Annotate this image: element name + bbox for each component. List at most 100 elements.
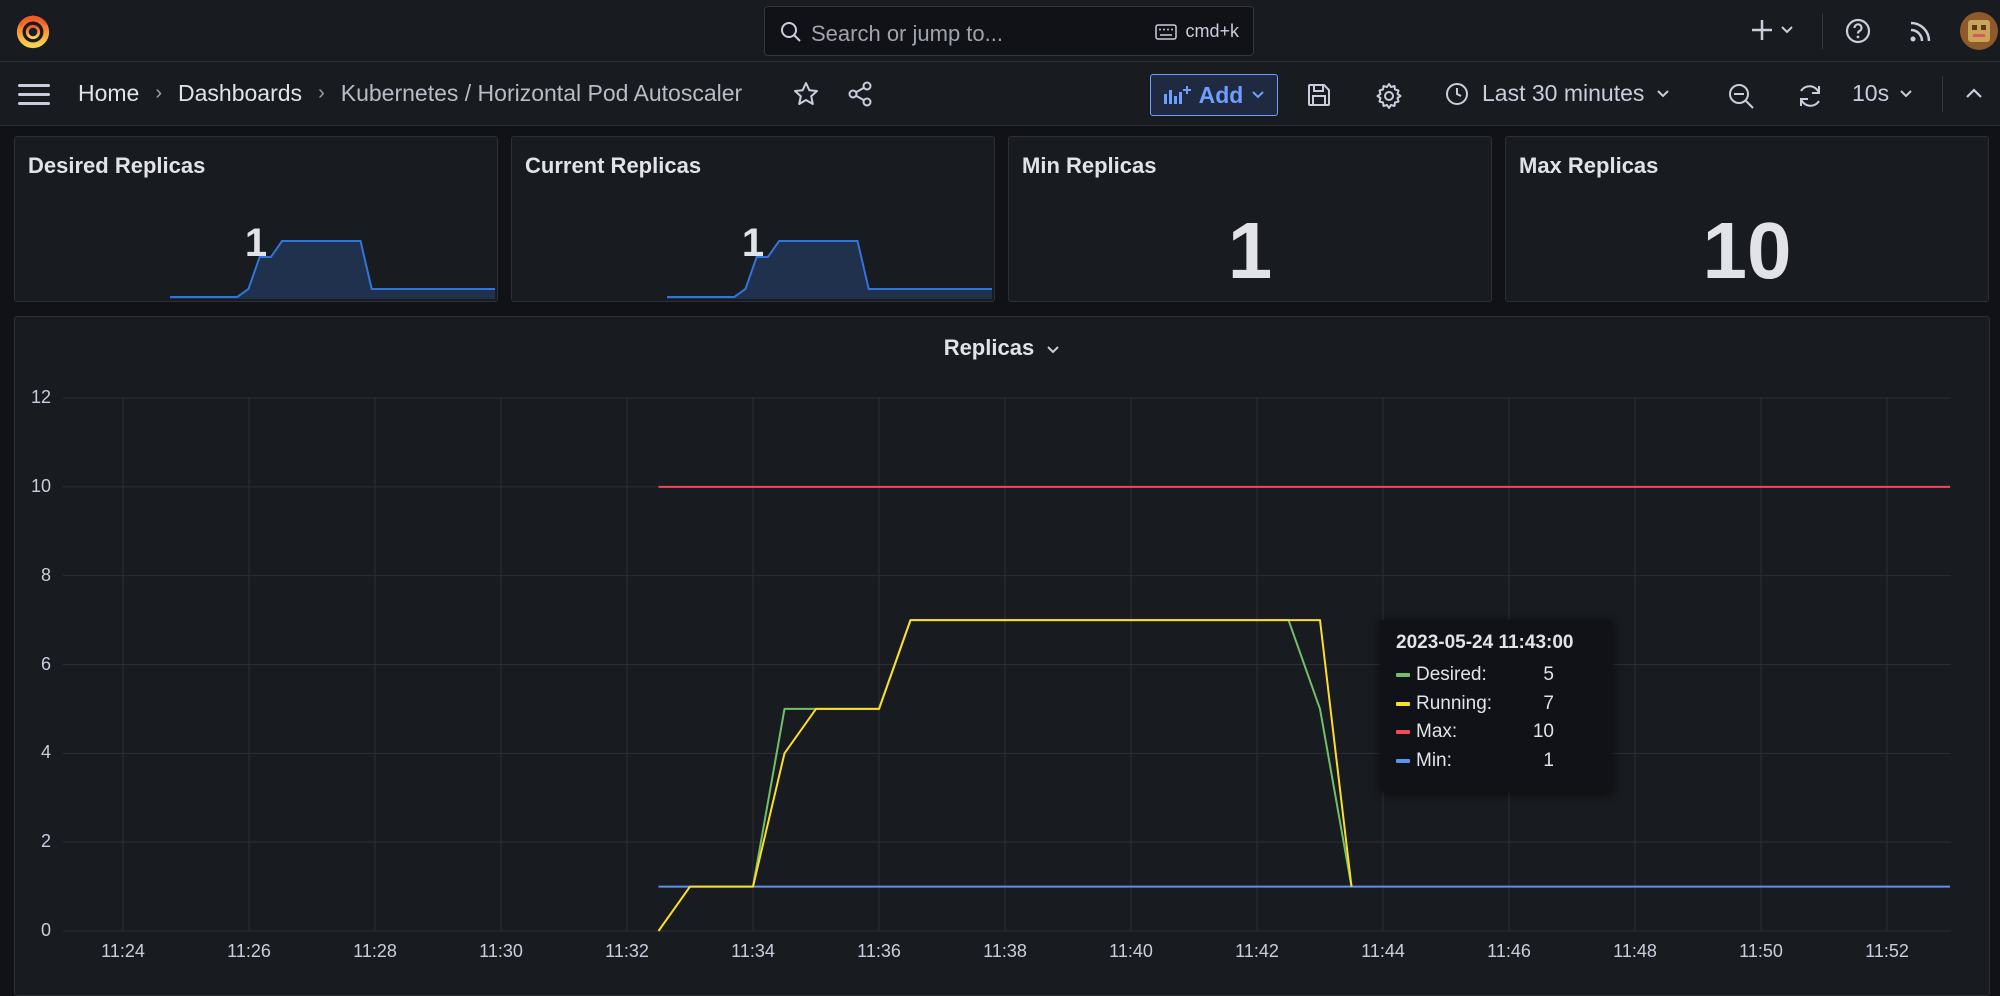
save-dashboard-button[interactable] bbox=[1306, 82, 1332, 113]
top-bar: Search or jump to... cmd+k bbox=[0, 0, 2000, 62]
collapse-toolbar-button[interactable] bbox=[1964, 86, 1984, 105]
chevron-down-icon bbox=[1900, 89, 1912, 97]
search-icon bbox=[781, 22, 801, 42]
stat-panel-desired-replicas[interactable]: Desired Replicas 1 bbox=[14, 136, 498, 302]
refresh-interval-picker[interactable]: 10s bbox=[1852, 80, 1913, 107]
x-tick-label: 11:28 bbox=[353, 941, 397, 961]
replicas-line-chart[interactable] bbox=[15, 317, 1990, 996]
series-swatch bbox=[1396, 701, 1410, 706]
news-button[interactable] bbox=[1906, 16, 1936, 51]
help-icon bbox=[1845, 18, 1871, 44]
refresh-icon bbox=[1800, 85, 1820, 107]
tooltip-series-value: 10 bbox=[1532, 721, 1554, 742]
zoom-out-icon bbox=[1729, 84, 1754, 109]
series-line-running bbox=[657, 619, 1353, 932]
time-range-picker[interactable]: Last 30 minutes bbox=[1444, 80, 1670, 107]
panel-title: Min Replicas bbox=[1022, 153, 1157, 178]
menu-toggle-icon[interactable] bbox=[18, 84, 50, 106]
tooltip-series-name: Max: bbox=[1416, 721, 1458, 742]
search-shortcut: cmd+k bbox=[1155, 21, 1239, 42]
refresh-button[interactable] bbox=[1796, 82, 1824, 115]
series-swatch bbox=[1396, 730, 1410, 734]
chart-title-label: Replicas bbox=[943, 335, 1035, 360]
add-panel-button[interactable]: Add bbox=[1150, 74, 1278, 116]
plus-icon bbox=[1752, 20, 1793, 40]
x-tick-label: 11:32 bbox=[605, 941, 649, 961]
time-range-label: Last 30 minutes bbox=[1482, 80, 1645, 106]
sparkline-line bbox=[667, 240, 992, 298]
user-avatar[interactable] bbox=[1960, 12, 1998, 55]
rss-icon bbox=[1910, 21, 1931, 42]
stat-value: 10 bbox=[1702, 206, 1792, 295]
stat-panel-min-replicas[interactable]: Min Replicas 1 bbox=[1008, 136, 1492, 302]
x-tick-label: 11:42 bbox=[1235, 941, 1279, 961]
series-swatch bbox=[1396, 673, 1410, 677]
tooltip-time: 2023-05-24 11:43:00 bbox=[1396, 632, 1574, 653]
x-tick-label: 11:40 bbox=[1109, 941, 1153, 961]
chevron-down-icon bbox=[1252, 91, 1265, 99]
new-menu-button[interactable] bbox=[1750, 16, 1800, 51]
sparkline-area bbox=[667, 241, 992, 299]
divider bbox=[1822, 13, 1823, 49]
stat-panel-current-replicas[interactable]: Current Replicas 1 bbox=[511, 136, 995, 302]
stat-panel-max-replicas[interactable]: Max Replicas 10 bbox=[1505, 136, 1989, 302]
dashboard-settings-button[interactable] bbox=[1375, 82, 1403, 115]
save-icon bbox=[1308, 84, 1330, 106]
divider bbox=[1942, 76, 1943, 112]
tooltip-series-name: Min: bbox=[1416, 749, 1452, 771]
tooltip-series-value: 1 bbox=[1543, 749, 1554, 771]
search-placeholder: Search or jump to... bbox=[811, 21, 1003, 46]
stat-value: 1 bbox=[1227, 206, 1273, 295]
breadcrumb-home[interactable]: Home bbox=[78, 80, 140, 106]
x-tick-label: 11:48 bbox=[1613, 941, 1657, 961]
share-icon bbox=[848, 81, 872, 107]
breadcrumb-current-dashboard: Kubernetes / Horizontal Pod Autoscaler bbox=[340, 80, 743, 106]
tooltip-row: Desired: 5 bbox=[1396, 664, 1554, 686]
x-tick-label: 11:46 bbox=[1487, 941, 1531, 961]
y-tick-label: 8 bbox=[40, 564, 51, 585]
y-tick-label: 0 bbox=[40, 920, 51, 940]
y-tick-label: 6 bbox=[40, 653, 51, 674]
tooltip-series-name: Running: bbox=[1416, 692, 1493, 714]
x-tick-label: 11:34 bbox=[731, 941, 775, 961]
clock-icon bbox=[1446, 82, 1468, 105]
share-button[interactable] bbox=[846, 80, 874, 113]
stat-value: 1 bbox=[244, 221, 268, 265]
series-swatch bbox=[1396, 758, 1410, 763]
x-tick-label: 11:50 bbox=[1739, 941, 1783, 961]
add-panel-icon bbox=[1163, 86, 1191, 104]
x-tick-label: 11:38 bbox=[983, 941, 1027, 961]
chevron-down-icon bbox=[1047, 346, 1060, 354]
chart-title[interactable]: Replicas bbox=[15, 335, 1989, 361]
search-input[interactable]: Search or jump to... cmd+k bbox=[764, 6, 1254, 56]
grafana-logo-icon[interactable] bbox=[14, 12, 52, 50]
chart-tooltip: 2023-05-24 11:43:00 Desired: 5 Running: 7 Ma… bbox=[1380, 620, 1613, 792]
chevron-up-icon bbox=[1966, 88, 1982, 98]
y-tick-label: 10 bbox=[30, 475, 51, 496]
shortcut-label: cmd+k bbox=[1185, 21, 1239, 41]
sparkline-area bbox=[170, 241, 495, 299]
star-icon bbox=[794, 82, 818, 105]
y-tick-label: 4 bbox=[40, 742, 51, 763]
x-tick-label: 11:44 bbox=[1361, 941, 1405, 961]
panel-title: Max Replicas bbox=[1519, 153, 1659, 178]
breadcrumb-dashboards[interactable]: Dashboards bbox=[178, 80, 303, 106]
sparkline bbox=[667, 240, 992, 299]
x-tick-label: 11:26 bbox=[227, 941, 271, 961]
x-tick-label: 11:36 bbox=[857, 941, 901, 961]
help-button[interactable] bbox=[1843, 16, 1873, 51]
zoom-out-button[interactable] bbox=[1727, 82, 1755, 115]
sparkline-line bbox=[170, 240, 495, 298]
breadcrumb: Home › Dashboards › Kubernetes / Horizon… bbox=[78, 80, 742, 107]
replicas-chart-panel[interactable]: Replicas 0 2 4 6 8 10 12 11:24 11:26 11:28 11:30 1… bbox=[14, 316, 1990, 996]
favorite-button[interactable] bbox=[792, 80, 820, 113]
chevron-right-icon: › bbox=[318, 82, 325, 104]
x-tick-label: 11:30 bbox=[479, 941, 523, 961]
x-tick-label: 11:52 bbox=[1865, 941, 1909, 961]
panel-title: Current Replicas bbox=[525, 153, 702, 178]
chevron-down-icon bbox=[1657, 89, 1670, 97]
panel-title: Desired Replicas bbox=[28, 153, 206, 178]
y-tick-label: 12 bbox=[30, 387, 51, 407]
keyboard-icon bbox=[1155, 23, 1178, 40]
tooltip-series-value: 7 bbox=[1543, 692, 1554, 714]
